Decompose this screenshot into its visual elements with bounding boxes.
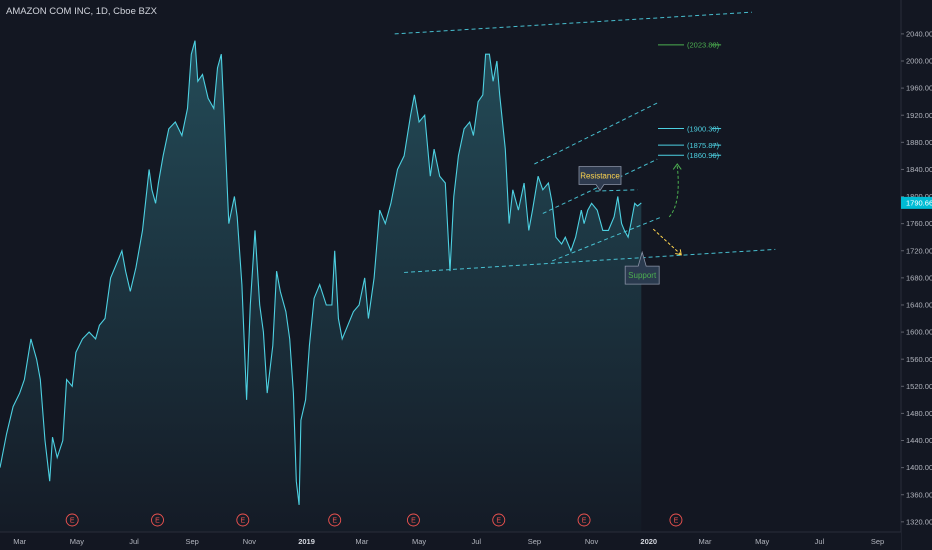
x-tick-label-13: May — [755, 537, 769, 546]
y-tick-label-6: 1560.00 — [906, 355, 932, 364]
x-tick-label-0: Mar — [13, 537, 26, 546]
projection-down-arrow — [652, 228, 682, 256]
price-levels: (2023.80) (1900.30) (1875.87)(1860.96) — [658, 41, 722, 160]
callouts: Resistance Support — [578, 166, 660, 285]
earnings-marker-6 — [577, 513, 591, 527]
trendline-top-channel — [394, 11, 752, 35]
y-tick-label-9: 1680.00 — [906, 273, 932, 282]
x-tick-label-12: Mar — [699, 537, 712, 546]
resistance-label: Resistance — [580, 172, 620, 181]
level-label-2: (1875.87) — [687, 141, 720, 150]
last-price-badge — [901, 196, 932, 209]
x-tick-label-11: 2020 — [640, 537, 657, 546]
earnings-label-6: E — [582, 518, 587, 525]
earnings-marker-2 — [236, 513, 250, 527]
x-axis: Mar May Jul Sep Nov 2019 Mar May Jul Sep Nov 2020 Ma… — [0, 531, 901, 550]
x-tick-label-6: Mar — [355, 537, 368, 546]
y-tick-label-16: 1960.00 — [906, 84, 932, 93]
y-tick-label-17: 2000.00 — [906, 57, 932, 66]
x-tick-label-14: Jul — [815, 537, 825, 546]
y-axis: 1320.00 1360.00 1400.00 1440.00 1480.00 1520.… — [900, 0, 932, 550]
support-callout-box — [624, 250, 660, 285]
trendline-inner-lower — [552, 216, 663, 262]
y-tick-label-7: 1600.00 — [906, 328, 932, 337]
earnings-marker-5 — [492, 513, 506, 527]
y-tick-label-2: 1400.00 — [906, 463, 932, 472]
projection-arrows — [652, 163, 682, 256]
projection-down-arrowhead — [675, 249, 682, 256]
x-tick-label-5: 2019 — [298, 537, 315, 546]
price-area — [0, 40, 642, 532]
trendline-bottom-support — [404, 248, 776, 273]
y-tick-label-18: 2040.00 — [906, 29, 932, 38]
y-tick-label-15: 1920.00 — [906, 111, 932, 120]
level-label-1: (1900.30) — [687, 124, 720, 133]
level-label-3: (1860.96) — [687, 151, 720, 160]
earnings-label-0: E — [70, 518, 75, 525]
earnings-label-2: E — [240, 518, 245, 525]
y-axis-bg — [901, 0, 932, 550]
x-tick-label-1: May — [70, 537, 84, 546]
earnings-label-3: E — [332, 518, 337, 525]
y-tick-label-10: 1720.00 — [906, 246, 932, 255]
resistance-callout-box — [578, 166, 622, 192]
x-axis-bg — [0, 532, 901, 550]
x-tick-label-15: Sep — [871, 537, 884, 546]
earnings-marker-7 — [669, 513, 683, 527]
projection-up-arrow — [668, 165, 679, 218]
trendline-resistance-line — [595, 189, 638, 192]
x-tick-label-8: Jul — [471, 537, 481, 546]
earnings-label-1: E — [155, 518, 160, 525]
support-label: Support — [628, 271, 657, 280]
x-tick-label-2: Jul — [129, 537, 139, 546]
y-tick-label-3: 1440.00 — [906, 436, 932, 445]
earnings-marker-4 — [406, 513, 420, 527]
earnings-marker-3 — [328, 513, 342, 527]
y-tick-label-5: 1520.00 — [906, 382, 932, 391]
price-area-fill — [0, 40, 642, 532]
y-tick-label-14: 1880.00 — [906, 138, 932, 147]
last-price-label: 1790.66 — [906, 199, 932, 208]
level-label-0: (2023.80) — [687, 41, 720, 50]
y-tick-label-0: 1320.00 — [906, 517, 932, 526]
projection-up-arrowhead — [672, 163, 682, 170]
earnings-marker-0 — [65, 513, 79, 527]
chart-title: AMAZON COM INC, 1D, Cboe BZX — [6, 6, 157, 17]
trendline-upper-channel-1 — [534, 102, 658, 165]
earnings-label-7: E — [674, 518, 679, 525]
y-tick-label-8: 1640.00 — [906, 301, 932, 310]
y-tick-label-12: 1800.00 — [906, 192, 932, 201]
x-tick-label-3: Sep — [186, 537, 199, 546]
earnings-label-5: E — [496, 518, 501, 525]
earnings-label-4: E — [411, 518, 416, 525]
x-tick-label-4: Nov — [243, 537, 257, 546]
earnings-marker-1 — [151, 513, 164, 527]
y-tick-label-11: 1760.00 — [906, 219, 932, 228]
x-tick-label-7: May — [412, 537, 426, 546]
x-tick-label-10: Nov — [585, 537, 599, 546]
y-tick-label-4: 1480.00 — [906, 409, 932, 418]
x-tick-label-9: Sep — [528, 537, 541, 546]
price-line — [0, 40, 642, 505]
y-tick-label-1: 1360.00 — [906, 490, 932, 499]
y-tick-label-13: 1840.00 — [906, 165, 932, 174]
